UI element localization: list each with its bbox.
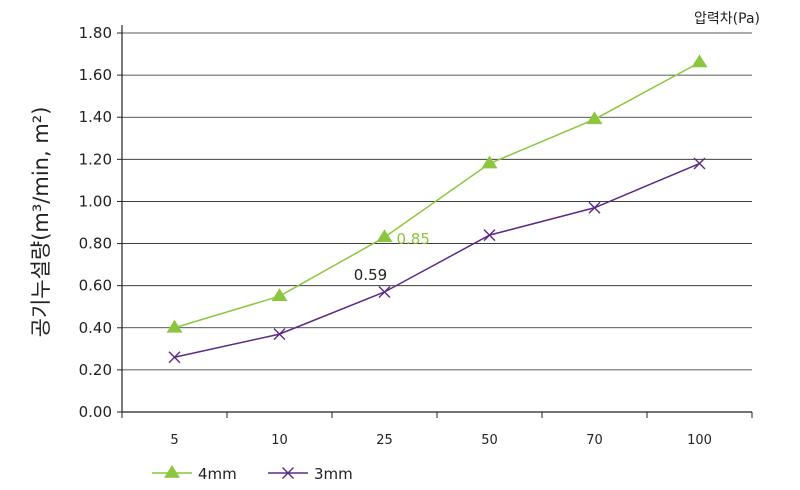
y-tick-label: 1.60	[79, 66, 112, 84]
series-layer	[166, 54, 708, 364]
grid-lines	[122, 32, 752, 371]
y-tick-label: 0.00	[79, 403, 112, 421]
annotations: 0.85 0.59	[354, 230, 430, 284]
data-point-triangle	[586, 111, 603, 125]
data-point-x	[168, 351, 181, 364]
axes: 0.00 0.20 0.40 0.60 0.80 1.00 1.20 1.40 1.60 1.80…	[79, 24, 753, 448]
labels: 압력차(Pa) 공기누설량(m³/min, m²)	[29, 11, 760, 337]
y-tick-label: 0.20	[79, 361, 112, 379]
legend: 4mm 3mm	[152, 465, 353, 483]
data-point-triangle	[166, 319, 183, 333]
legend-item-3mm: 3mm	[268, 465, 353, 483]
legend-item-4mm: 4mm	[152, 465, 237, 483]
x-tick-label: 10	[271, 433, 288, 448]
y-tick-label: 0.80	[79, 235, 112, 253]
data-point-x	[693, 157, 706, 170]
data-label: 0.59	[354, 266, 387, 284]
x-tick-label: 100	[687, 433, 712, 448]
data-point-x	[378, 285, 391, 298]
series-line	[174, 61, 700, 329]
series-4mm	[166, 54, 708, 333]
data-point-triangle	[271, 288, 288, 301]
x-tick-label: 5	[170, 433, 178, 448]
y-tick-label: 0.40	[79, 319, 112, 337]
x-axis-unit-label: 압력차(Pa)	[694, 11, 760, 27]
data-point-x	[273, 328, 286, 341]
legend-label: 3mm	[314, 465, 353, 483]
data-point-x	[588, 201, 601, 214]
y-tick-label: 1.20	[79, 150, 112, 168]
data-point-triangle	[376, 229, 393, 243]
legend-label: 4mm	[198, 465, 237, 483]
data-point-triangle	[164, 465, 180, 478]
data-point-triangle	[481, 155, 498, 169]
x-tick-label: 25	[376, 433, 393, 448]
y-tick-label: 1.80	[79, 24, 112, 42]
data-point-x	[282, 467, 294, 479]
y-tick-label: 1.00	[79, 192, 112, 210]
y-axis-title: 공기누설량(m³/min, m²)	[29, 107, 53, 338]
x-tick-label: 50	[481, 433, 498, 448]
data-label: 0.85	[397, 230, 430, 248]
series-line	[174, 162, 700, 358]
x-tick-label: 70	[586, 433, 603, 448]
data-point-x	[483, 229, 496, 242]
series-3mm	[168, 157, 706, 364]
data-point-triangle	[691, 54, 708, 68]
y-tick-label: 1.40	[79, 108, 112, 126]
y-tick-label: 0.60	[79, 277, 112, 295]
